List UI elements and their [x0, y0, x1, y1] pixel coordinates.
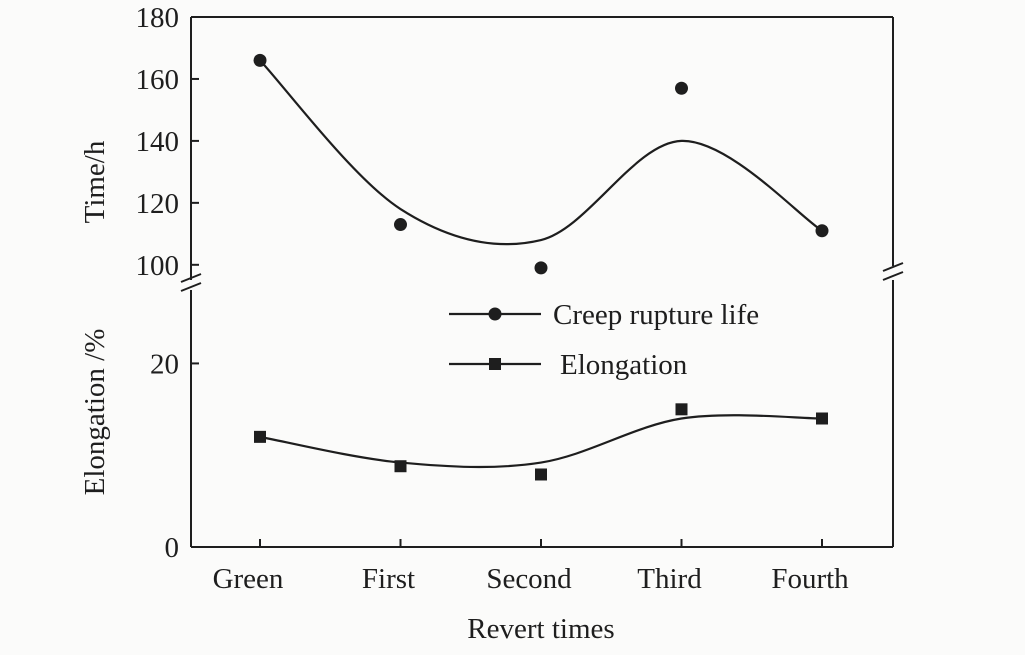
elongation-point [254, 430, 266, 443]
creep-life-point [534, 261, 548, 275]
elongation-point [816, 412, 828, 425]
x-tick-label: Second [486, 563, 572, 595]
x-tick-label: Fourth [771, 563, 849, 595]
x-tick-label: First [362, 563, 415, 595]
elongation-point [675, 403, 688, 416]
axis-break-right-2 [882, 271, 904, 281]
x-axis-title: Revert times [467, 613, 614, 645]
y-tick-label: 140 [136, 126, 180, 158]
y-axis-title-elongation: Elongation /% [79, 329, 111, 496]
y-tick-label: 180 [136, 2, 180, 34]
y-tick-label: 160 [136, 64, 180, 96]
creep-life-point [815, 224, 829, 238]
axis-break-left-1 [180, 273, 202, 283]
y-tick-label: 0 [165, 532, 180, 564]
axis-break-left-2 [180, 282, 202, 292]
creep-life-fit-curve [259, 59, 823, 246]
x-tick-label: Green [213, 563, 284, 595]
creep-life-point [394, 218, 407, 232]
creep-life-point [675, 81, 688, 95]
y-axis-title-time: Time/h [79, 140, 111, 223]
elongation-point [535, 468, 547, 481]
legend-marker-creep [488, 307, 502, 321]
axis-break-right-1 [882, 262, 904, 272]
legend-marker-elongation [489, 358, 501, 370]
creep-life-point [253, 53, 267, 67]
legend-label-elongation: Elongation [560, 349, 688, 381]
y-tick-label: 20 [150, 348, 179, 380]
elongation-point [394, 460, 407, 473]
legend-label-creep: Creep rupture life [553, 299, 759, 331]
x-tick-label: Third [637, 563, 702, 595]
elongation-fit-curve [259, 414, 823, 469]
y-tick-label: 120 [136, 188, 180, 220]
y-tick-label: 100 [136, 250, 180, 282]
